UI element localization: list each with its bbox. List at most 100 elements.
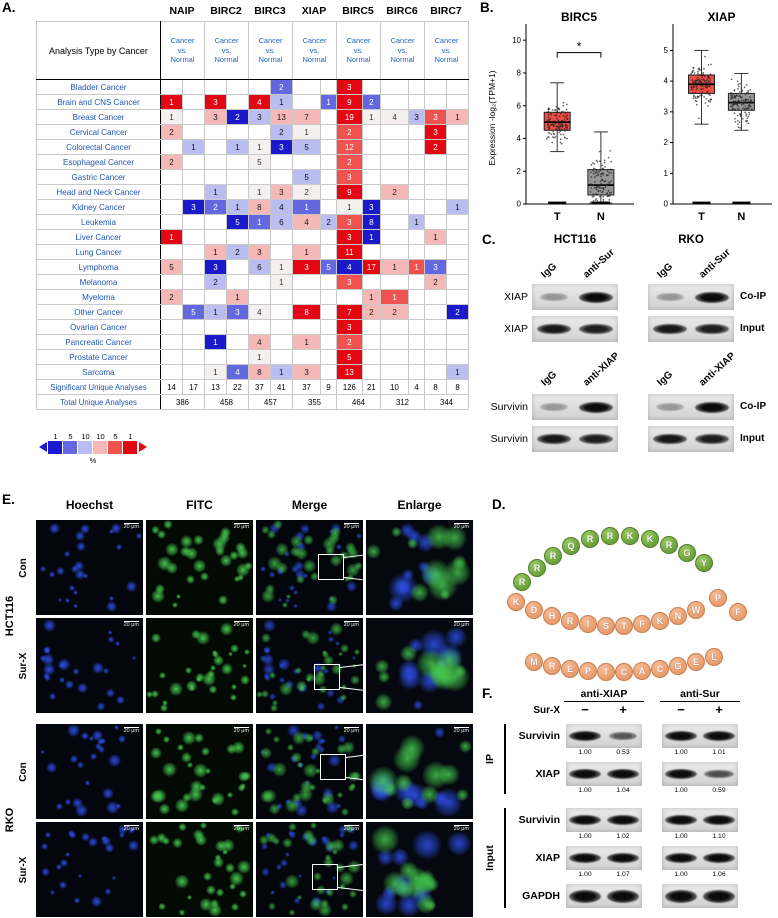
data-point — [589, 202, 592, 205]
cell-blob — [199, 897, 213, 912]
heatmap-cell: 1 — [408, 259, 425, 275]
data-point — [595, 197, 598, 200]
cancer-vs-normal-header: Cancer vs. Normal — [160, 21, 205, 80]
heatmap-cell — [182, 79, 205, 95]
data-point — [730, 78, 733, 81]
antibody-group-header: anti-XIAP — [564, 688, 644, 702]
heatmap-cell — [320, 304, 337, 320]
data-point — [599, 184, 601, 186]
cell-blob — [41, 653, 55, 666]
data-point — [696, 76, 699, 79]
cell-blob — [391, 526, 402, 538]
cell-blob — [366, 543, 382, 559]
cell-blob — [60, 858, 69, 868]
data-point — [739, 101, 742, 104]
significant-value: 22 — [226, 379, 249, 395]
residue-bead: H — [543, 607, 561, 625]
heatmap-cell: 3 — [336, 79, 363, 95]
zero-dash — [692, 201, 711, 204]
heatmap-cell: 1 — [248, 139, 271, 155]
heatmap-cell: 3 — [336, 169, 363, 185]
protein-band — [695, 323, 729, 335]
protein-band — [569, 731, 601, 741]
data-point — [690, 85, 693, 88]
cancer-row: Kidney Cancer 3 2 1 8 4 1 1 3 1 — [36, 199, 469, 215]
data-point — [709, 73, 712, 76]
heatmap-cell — [248, 274, 271, 290]
quantification-value: 1.00 — [674, 787, 688, 794]
cell-blob — [269, 671, 277, 679]
heatmap-cell: 2 — [204, 199, 227, 215]
cell-blob — [215, 887, 225, 897]
cell-blob — [332, 849, 339, 855]
cell-blob — [415, 649, 447, 680]
significant-value: 37 — [291, 379, 322, 395]
cell-blob — [284, 597, 291, 604]
data-point — [561, 120, 564, 122]
cancer-row: Prostate Cancer 1 5 — [36, 349, 469, 365]
cell-blob — [309, 783, 317, 792]
blot-tag: Input — [740, 323, 765, 334]
cell-blob — [265, 727, 273, 736]
data-point — [547, 123, 550, 125]
cell-blob — [158, 902, 166, 911]
header-line: Normal — [346, 55, 371, 65]
heatmap-cell — [424, 334, 447, 350]
heatmap-cell: 1 — [204, 244, 227, 260]
data-point — [591, 195, 594, 198]
data-point — [704, 102, 707, 104]
panel-a-label: A. — [2, 0, 16, 15]
residue-bead: R — [528, 559, 546, 577]
data-point — [708, 85, 711, 87]
heatmap-cell: 1 — [379, 289, 410, 305]
cell-blob — [339, 871, 354, 887]
cell-blob — [49, 692, 56, 700]
heatmap-cell: 13 — [336, 364, 363, 380]
cell-blob — [110, 523, 122, 534]
cell-blob — [228, 651, 233, 657]
data-point — [750, 100, 753, 103]
blot-survivin-input — [648, 426, 734, 452]
heatmap-cell — [361, 274, 382, 290]
cell-blob — [289, 546, 301, 558]
data-point — [695, 103, 698, 106]
heatmap-cell — [182, 364, 205, 380]
cell-blob — [81, 832, 90, 841]
data-point — [698, 68, 701, 71]
section-bracket — [504, 724, 506, 794]
cell-blob — [193, 762, 208, 778]
scale-bar: 20 μm — [453, 727, 469, 734]
data-point — [744, 107, 747, 110]
heatmap-cell — [379, 274, 410, 290]
cell-blob — [68, 584, 76, 592]
data-point — [743, 86, 746, 89]
data-point — [707, 85, 709, 88]
data-point — [741, 89, 743, 92]
heatmap-cell — [408, 274, 425, 290]
cancer-name-cell: Gastric Cancer — [36, 169, 161, 185]
cell-blob — [273, 520, 283, 530]
data-point — [705, 84, 708, 87]
enlarge-region-box — [312, 864, 338, 890]
quantification-value: 1.00 — [674, 871, 688, 878]
total-value: 464 — [336, 394, 381, 410]
antibody-group-header: anti-Sur — [660, 688, 740, 702]
cell-line-header: HCT116 — [553, 234, 597, 246]
data-point — [692, 69, 695, 72]
gene-header: BIRC7 — [430, 5, 462, 17]
cancer-name-cell: Colorectal Cancer — [36, 139, 161, 155]
heatmap-cell — [291, 274, 322, 290]
micro-fitc-row2: 20 μm — [146, 724, 253, 819]
legend-swatch — [123, 441, 137, 454]
cell-blob — [400, 796, 414, 810]
heatmap-cell — [160, 244, 183, 260]
data-point — [696, 78, 699, 81]
blot-xiap-input — [648, 316, 734, 342]
data-point — [551, 136, 554, 138]
data-point — [557, 119, 560, 122]
blot-gapdh — [566, 884, 642, 908]
heatmap-cell — [336, 289, 363, 305]
data-point — [701, 94, 703, 97]
cell-blob — [350, 675, 361, 686]
lane-label: IgG — [655, 261, 676, 281]
